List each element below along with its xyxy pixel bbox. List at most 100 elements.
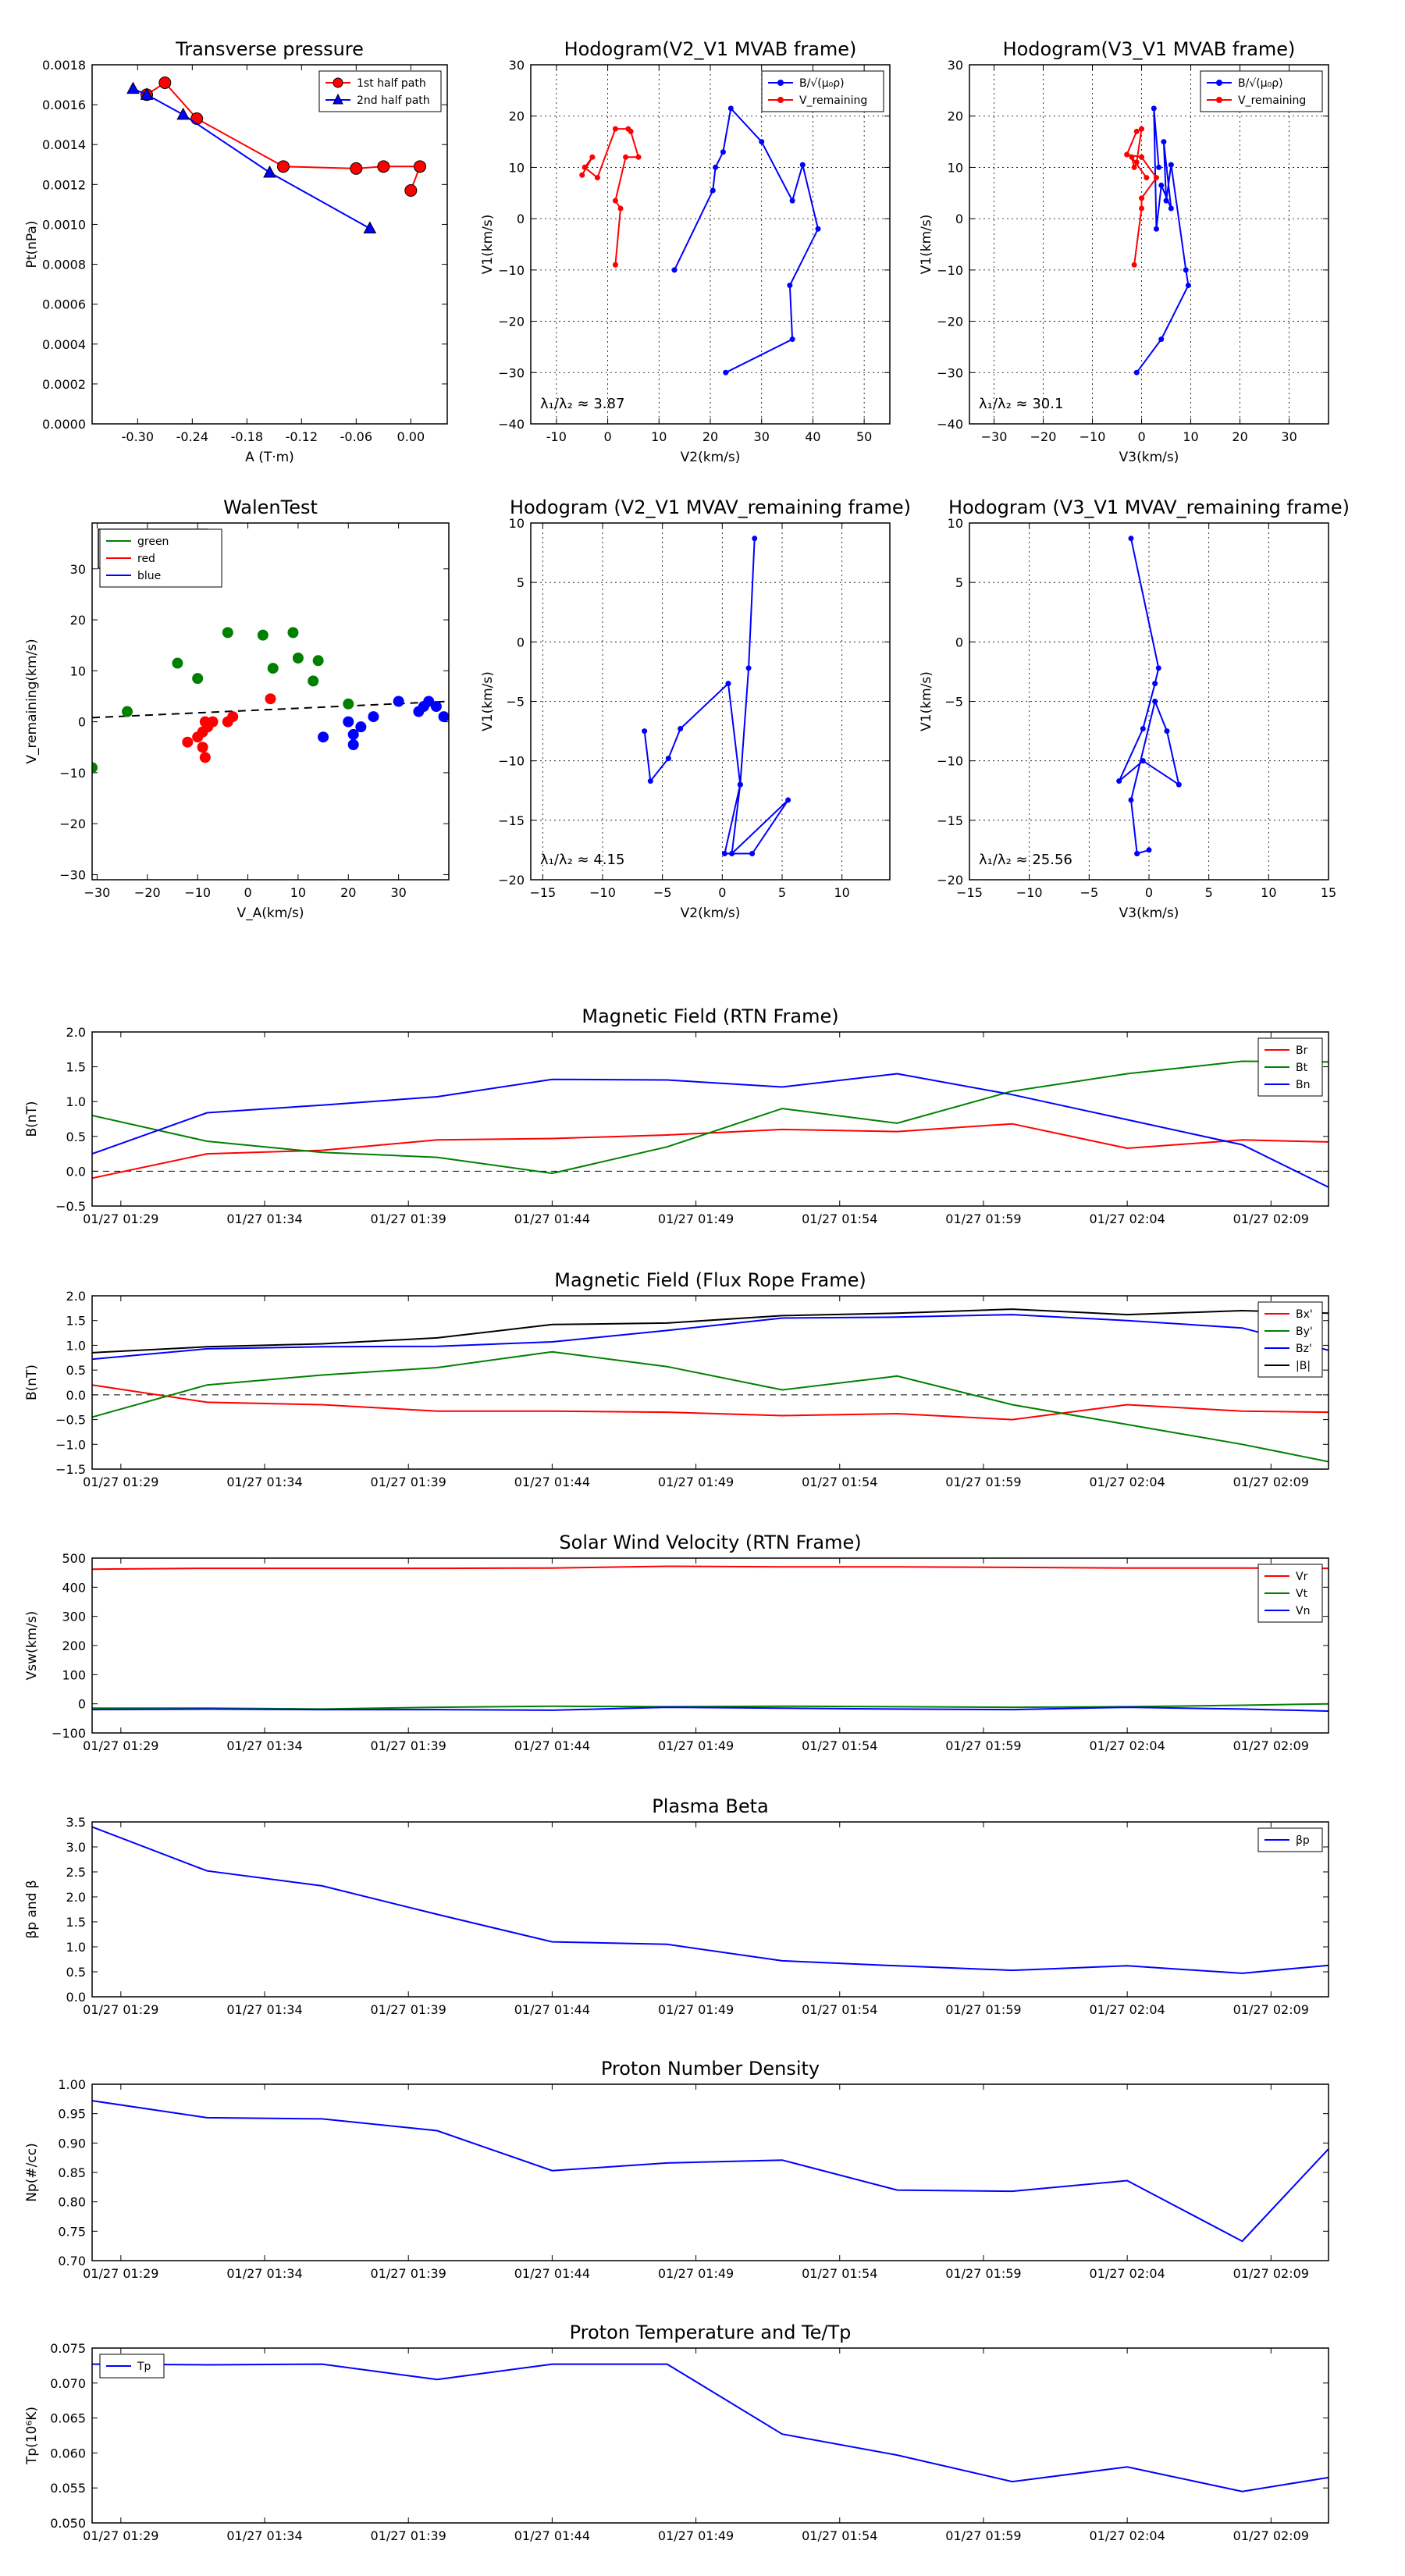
hodo2-legend-label: V_remaining [1238, 94, 1306, 107]
tp-ytick-label: 0.0012 [42, 177, 86, 192]
tp-legend-label: 2nd half path [357, 94, 430, 107]
hodo2-frame [969, 64, 1329, 425]
vsw-xtick-label: 01/27 01:49 [658, 1738, 734, 1753]
hodo1-series-V_remaining-point [594, 175, 600, 181]
vsw-ytick-label: −100 [52, 1726, 86, 1741]
hodo1-chart: Hodogram(V2_V1 MVAB frame) -10 0 10 20 30 40 50… [480, 38, 891, 465]
tp-ytick-label: 0.0018 [42, 58, 86, 73]
hodo4-series-0-point [1146, 847, 1152, 853]
hodo2-series-B/√(μ₀ρ)-point [1153, 226, 1159, 232]
mag_fr-xtick-label: 01/27 02:09 [1233, 1475, 1309, 1489]
hodo2-series-B/√(μ₀ρ)-point [1158, 182, 1165, 188]
hodo3-series-0-point [785, 797, 791, 803]
hodo2-series-B/√(μ₀ρ)-point [1161, 139, 1167, 145]
walen-series-blue-point [355, 721, 367, 733]
hodo2-ytick-label: −30 [937, 365, 963, 380]
np-ytick-label: 0.70 [58, 2254, 86, 2268]
mag_rtn-frame [91, 1031, 1329, 1207]
tp-ytick-label: 0.0006 [42, 297, 86, 312]
hodo1-legend: B/√(μ₀ρ) V_remaining [761, 70, 884, 112]
walen-series-red-point [182, 736, 194, 748]
hodo4-chart: Hodogram (V3_V1 MVAV_remaining frame) −15… [919, 496, 1350, 921]
hodo4-series-0-point [1164, 728, 1170, 735]
vsw-xtick-label: 01/27 01:34 [226, 1738, 302, 1753]
beta-ytick-label: 2.0 [66, 1890, 86, 1905]
hodo4-ytick-label: −5 [944, 695, 963, 710]
hodo2-series-B/√(μ₀ρ)-point [1183, 267, 1189, 273]
walen-series-blue-point [368, 711, 379, 723]
mag_fr-ytick-label: 0.5 [66, 1363, 86, 1378]
hodo4-series-0-point [1140, 758, 1146, 764]
hodo2-series-B/√(μ₀ρ)-point [1168, 162, 1174, 168]
tp_temp-ytick-label: 0.065 [50, 2411, 86, 2426]
hodo1-ytick-label: −20 [498, 315, 525, 329]
beta-legend-label: βp [1296, 1834, 1310, 1847]
tp-series-1st half path-point [158, 76, 172, 89]
hodo1-xtick-label: 50 [856, 429, 872, 444]
hodo2-title: Hodogram(V3_V1 MVAB frame) [1003, 38, 1296, 60]
hodo3-xtick-label: −15 [529, 885, 556, 900]
hodo1-ytick-label: −10 [498, 263, 525, 278]
hodo4-eigen-ratio: λ₁/λ₂ ≈ 25.56 [979, 852, 1072, 868]
hodo3-plot-area [642, 535, 791, 856]
hodo3-chart: Hodogram (V2_V1 MVAV_remaining frame) −15… [480, 496, 911, 921]
tp-series-2nd half path-point [140, 87, 154, 100]
beta-series-βp-line [92, 1826, 1329, 1974]
hodo3-xtick-label: −10 [589, 885, 616, 900]
hodo4-series-0-point [1152, 699, 1158, 704]
mag_fr-ytick-label: 1.5 [66, 1314, 86, 1329]
hodo2-legend-marker [1216, 97, 1222, 103]
hodo3-series-0-point [745, 665, 752, 671]
vsw-frame [91, 1557, 1329, 1734]
walen-xtick-label: 10 [290, 885, 306, 900]
mag_rtn-ytick-label: −0.5 [55, 1199, 86, 1214]
walen-series-red-point [199, 752, 211, 763]
np-xtick-label: 01/27 01:29 [83, 2266, 158, 2281]
hodo2-plot-area [1124, 105, 1191, 375]
mag_rtn-xtick-label: 01/27 01:49 [658, 1212, 734, 1226]
vsw-xtick-label: 01/27 02:09 [1233, 1738, 1309, 1753]
hodo2-ytick-label: 30 [948, 58, 963, 73]
hodo4-xtick-label: 15 [1321, 885, 1336, 900]
walen-chart: WalenTest −30 −20 −10 0 10 20 30 −30 −20 −10 0 10 20 3… [24, 496, 450, 921]
beta-ytick-label: 3.5 [66, 1815, 86, 1830]
walen-series-green-point [292, 653, 304, 664]
tp_temp-xtick-label: 01/27 01:29 [83, 2528, 158, 2543]
hodo1-xtick-label: 20 [702, 429, 718, 444]
tp-series-1st half path-point [414, 160, 426, 173]
walen-series-green-point [172, 657, 183, 669]
hodo1-series-V_remaining-point [579, 172, 585, 178]
hodo3-ytick-label: −10 [498, 754, 525, 769]
vsw-xtick-label: 01/27 01:59 [945, 1738, 1021, 1753]
hodo2-xtick-label: −30 [981, 429, 1008, 444]
np-xtick-label: 01/27 01:44 [514, 2266, 590, 2281]
hodo3-eigen-ratio: λ₁/λ₂ ≈ 4.15 [540, 852, 624, 868]
walen-series-blue-point [347, 728, 359, 740]
hodo2-xtick-label: 10 [1183, 429, 1198, 444]
hodo3-title: Hodogram (V2_V1 MVAV_remaining frame) [510, 496, 911, 518]
mag_rtn-ytick-label: 1.5 [66, 1060, 86, 1075]
tp-frame [91, 64, 448, 425]
beta-ytick-label: 0.0 [66, 1990, 86, 2005]
mag_fr-chart: Magnetic Field (Flux Rope Frame) 01/27 01… [24, 1269, 1329, 1489]
tp_temp-ytick-label: 0.070 [50, 2376, 86, 2391]
vsw-legend: Vr Vt Vn [1257, 1564, 1323, 1623]
tp-ytick-label: 0.0016 [42, 98, 86, 112]
tp-ytick-label: 0.0008 [42, 258, 86, 272]
hodo2-legend: B/√(μ₀ρ) V_remaining [1200, 70, 1323, 112]
mag_fr-xtick-label: 01/27 01:44 [514, 1475, 590, 1489]
hodo3-series-0-point [721, 850, 727, 856]
hodo3-series-0-point [647, 778, 653, 785]
tp-ylabel: Pt(nPa) [24, 221, 40, 269]
hodo2-series-V_remaining-point [1139, 205, 1145, 212]
beta-xtick-label: 01/27 01:49 [658, 2002, 734, 2017]
vsw-ytick-label: 200 [62, 1638, 86, 1653]
mag_rtn-xtick-label: 01/27 02:09 [1233, 1212, 1309, 1226]
mag_rtn-title: Magnetic Field (RTN Frame) [582, 1005, 838, 1027]
mag_fr-series-By'-line [92, 1350, 1329, 1463]
hodo2-series-V_remaining-point [1129, 154, 1135, 160]
hodo1-xtick-label: -10 [546, 429, 567, 444]
hodo1-xlabel: V2(km/s) [681, 450, 741, 465]
tp_temp-ytick-label: 0.050 [50, 2516, 86, 2531]
